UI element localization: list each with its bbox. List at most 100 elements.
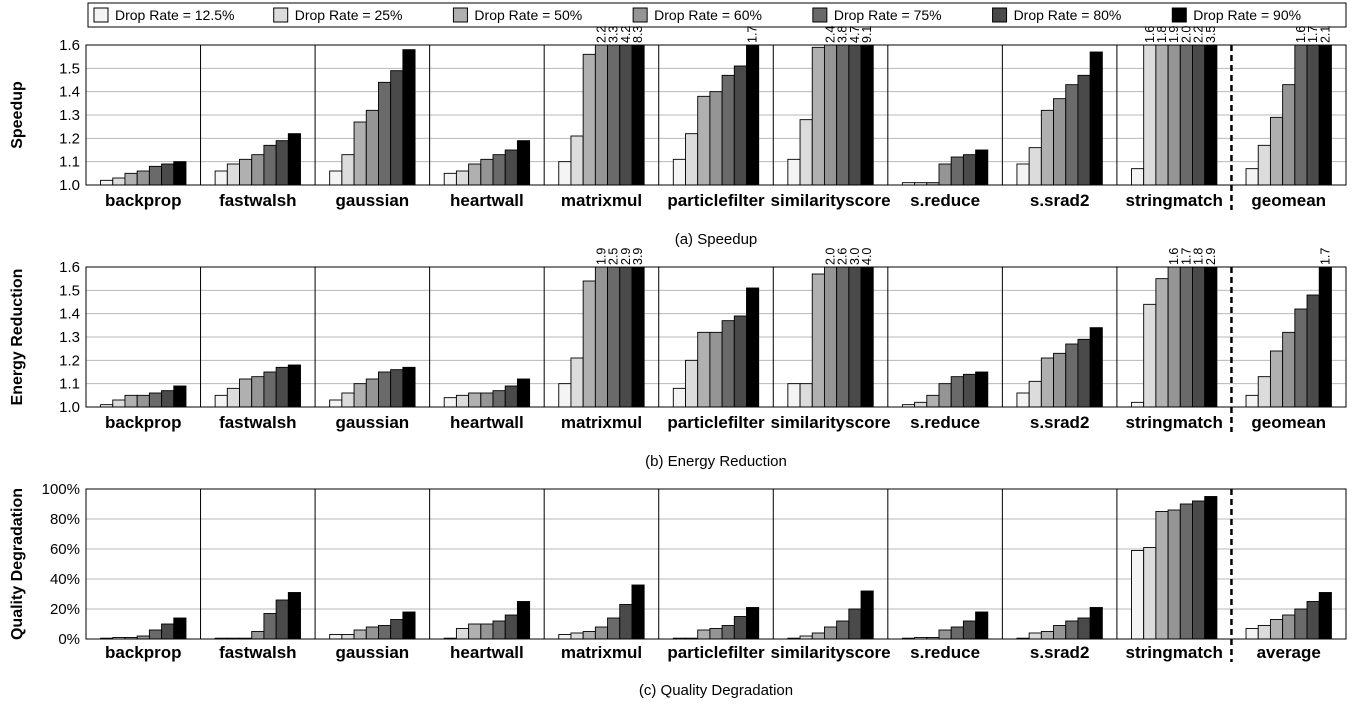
bar-s-srad2-s6 xyxy=(1089,607,1103,640)
bar-value-label: 4.7 xyxy=(848,26,862,43)
bar-particlefilter-s3 xyxy=(709,628,723,640)
bar-gaussian-s1 xyxy=(341,634,355,640)
bar-stringmatch-s3 xyxy=(1167,509,1181,640)
bar-heartwall-s3 xyxy=(480,392,494,408)
bar-matrixmul-s5 xyxy=(619,266,633,408)
bar-heartwall-s2 xyxy=(468,623,482,640)
category-label: stringmatch xyxy=(1126,413,1223,432)
bar-particlefilter-s0 xyxy=(672,387,686,408)
y-tick-label: 1.5 xyxy=(59,282,80,299)
chart-caption: (c) Quality Degradation xyxy=(639,682,793,699)
bar-geomean-s2 xyxy=(1269,350,1284,408)
bar-matrixmul-s1 xyxy=(570,135,584,186)
bar-value-label: 2.6 xyxy=(836,248,850,265)
bar-value-label: 9.1 xyxy=(860,26,874,43)
legend-swatch-6 xyxy=(1171,7,1187,23)
bar-stringmatch-s5 xyxy=(1192,500,1206,640)
legend-label-0: Drop Rate = 12.5% xyxy=(115,7,234,23)
bar-particlefilter-s2 xyxy=(697,331,711,408)
bar-gaussian-s0 xyxy=(329,634,343,640)
legend-swatch-3 xyxy=(632,7,648,23)
bar-s-srad2-s5 xyxy=(1077,617,1091,640)
bar-similarityscore-s6 xyxy=(860,44,874,186)
bar-similarityscore-s5 xyxy=(848,608,862,640)
y-tick-label: 60% xyxy=(50,541,80,558)
bar-fastwalsh-s1 xyxy=(226,163,240,186)
bar-s-reduce-s4 xyxy=(950,626,964,640)
bar-heartwall-s3 xyxy=(480,623,494,640)
category-label: fastwalsh xyxy=(219,191,296,210)
bar-matrixmul-s6 xyxy=(631,266,645,408)
y-tick-label: 1.1 xyxy=(59,154,80,171)
bar-s-reduce-s2 xyxy=(926,394,940,408)
bar-heartwall-s5 xyxy=(504,385,518,408)
bar-gaussian-s5 xyxy=(390,70,404,186)
bar-similarityscore-s1 xyxy=(799,119,813,186)
bar-similarityscore-s6 xyxy=(860,590,874,640)
bar-heartwall-s1 xyxy=(455,170,470,186)
bar-s-srad2-s4 xyxy=(1065,84,1079,186)
bar-particlefilter-s4 xyxy=(721,320,735,408)
bar-heartwall-s6 xyxy=(516,140,531,186)
category-label: matrixmul xyxy=(561,191,642,210)
energy-reduction-chart: 1.0 1.1 1.2 1.3 1.4 1.5 1.6 backprop fastwalsh ga… xyxy=(9,248,1347,470)
legend-swatch-0 xyxy=(93,7,109,23)
bar-matrixmul-s4 xyxy=(607,44,621,186)
bar-s-srad2-s2 xyxy=(1040,109,1054,186)
bar-matrixmul-s5 xyxy=(619,604,633,640)
y-tick-label: 1.5 xyxy=(59,60,80,77)
bar-backprop-s4 xyxy=(148,392,163,408)
bar-value-label: 1.7 xyxy=(1318,248,1332,265)
bar-stringmatch-s2 xyxy=(1155,278,1169,408)
bar-s-srad2-s6 xyxy=(1089,327,1103,408)
bar-value-label: 8.3 xyxy=(631,26,645,43)
bar-backprop-s3 xyxy=(136,394,150,408)
bar-heartwall-s4 xyxy=(492,154,506,186)
bar-gaussian-s0 xyxy=(329,170,343,186)
bar-s-reduce-s3 xyxy=(938,629,952,640)
bar-value-label: 3.8 xyxy=(836,26,850,43)
bar-similarityscore-s4 xyxy=(836,620,850,640)
y-tick-label: 80% xyxy=(50,511,80,528)
bar-stringmatch-s3 xyxy=(1167,44,1181,186)
bar-gaussian-s6 xyxy=(402,366,416,408)
bar-s-reduce-s5 xyxy=(962,154,977,186)
bar-gaussian-s4 xyxy=(378,371,392,408)
bar-s-srad2-s3 xyxy=(1053,98,1067,186)
category-label: s.srad2 xyxy=(1030,413,1090,432)
bar-s-reduce-s1 xyxy=(914,401,928,408)
bar-backprop-s5 xyxy=(161,390,175,408)
category-label: average xyxy=(1257,643,1321,662)
bar-stringmatch-s1 xyxy=(1143,44,1157,186)
bar-stringmatch-s2 xyxy=(1155,44,1169,186)
bar-backprop-s1 xyxy=(112,177,126,186)
bar-value-label: 2.5 xyxy=(607,248,621,265)
bar-matrixmul-s0 xyxy=(558,634,572,640)
bar-s-srad2-s3 xyxy=(1053,625,1067,640)
category-label: particlefilter xyxy=(667,643,765,662)
bar-particlefilter-s5 xyxy=(733,315,747,408)
category-label: backprop xyxy=(105,643,182,662)
bar-matrixmul-s2 xyxy=(582,631,596,640)
bar-s-reduce-s6 xyxy=(975,371,989,408)
bar-particlefilter-s6 xyxy=(746,607,760,640)
bar-s-srad2-s3 xyxy=(1053,352,1067,408)
bar-similarityscore-s0 xyxy=(787,158,801,186)
bar-heartwall-s6 xyxy=(516,378,531,408)
plot-frame xyxy=(85,44,1347,186)
bar-stringmatch-s1 xyxy=(1143,547,1157,640)
bar-geomean-s3 xyxy=(1282,331,1296,408)
bar-geomean-s3 xyxy=(1282,84,1296,186)
category-label: s.reduce xyxy=(910,413,980,432)
bar-s-reduce-s5 xyxy=(962,373,977,408)
bar-matrixmul-s6 xyxy=(631,44,645,186)
bar-stringmatch-s6 xyxy=(1204,496,1218,640)
bar-value-label: 2.9 xyxy=(1204,248,1218,265)
category-label: particlefilter xyxy=(667,413,765,432)
bar-value-label: 1.9 xyxy=(1167,26,1181,43)
bar-particlefilter-s5 xyxy=(733,65,747,186)
bar-value-label: 2.9 xyxy=(619,248,633,265)
legend-label-5: Drop Rate = 80% xyxy=(1014,7,1122,23)
bar-fastwalsh-s4 xyxy=(263,613,277,640)
bar-stringmatch-s6 xyxy=(1204,266,1218,408)
